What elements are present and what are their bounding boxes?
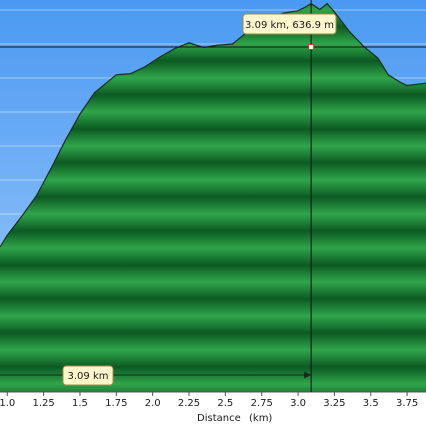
- tooltip-distance-text: 3.09 km: [68, 371, 109, 382]
- x-axis-band: [0, 392, 426, 426]
- x-axis-unit: (km): [249, 413, 272, 424]
- x-tick-label: 2.0: [145, 398, 161, 409]
- x-tick-label: 1.25: [32, 398, 54, 409]
- x-tick-label: 2.5: [217, 398, 233, 409]
- elevation-line: [0, 2, 426, 248]
- area-band: [0, 180, 426, 214]
- elevation-marker[interactable]: [308, 44, 315, 50]
- x-axis-title: Distance: [197, 413, 241, 424]
- tooltip-distance: 3.09 km: [62, 365, 114, 386]
- area-band: [0, 384, 426, 392]
- x-tick-label: 2.25: [178, 398, 200, 409]
- x-tick-label: 3.5: [363, 398, 379, 409]
- x-tick-label: 1.75: [105, 398, 127, 409]
- tooltip-elevation: 3.09 km, 636.9 m: [242, 13, 337, 35]
- tooltip-elevation-text: 3.09 km, 636.9 m: [245, 20, 334, 31]
- x-axis-ticks: 1.0 1.25 1.5 1.75 2.0 2.25 2.5 2.75 3.0 3.25 3.5 3.…: [0, 392, 418, 409]
- area-band: [0, 282, 426, 316]
- x-tick-label: 1.5: [72, 398, 88, 409]
- x-tick-label: 2.75: [251, 398, 273, 409]
- area-band: [0, 214, 426, 248]
- x-tick-label: 1.0: [0, 398, 15, 409]
- x-tick-label: 3.0: [290, 398, 306, 409]
- x-tick-label: 3.25: [323, 398, 345, 409]
- distance-arrowhead: [304, 371, 312, 379]
- x-tick-label: 3.75: [396, 398, 418, 409]
- area-band: [0, 146, 426, 180]
- area-band: [0, 316, 426, 350]
- area-band: [0, 248, 426, 282]
